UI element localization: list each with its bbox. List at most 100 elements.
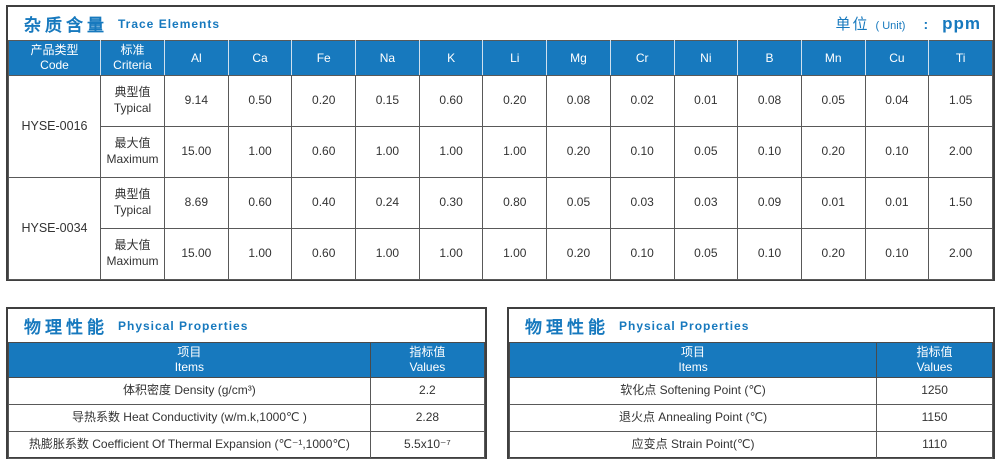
element-column-header: Cr bbox=[609, 40, 675, 76]
value-cell: 0.20 bbox=[482, 75, 548, 127]
values-header-en: Values bbox=[916, 360, 953, 374]
unit-label: 单位 ( Unit) : ppm bbox=[835, 13, 981, 34]
criteria-column-header: 标准 Criteria bbox=[100, 40, 165, 76]
values-header-en: Values bbox=[409, 360, 446, 374]
value-cell: 0.60 bbox=[418, 75, 484, 127]
value-cell: 0.20 bbox=[546, 228, 611, 280]
items-header-cn: 项目 bbox=[177, 345, 202, 359]
table-row-annealing-point: 退火点 Annealing Point (℃) 1150 bbox=[508, 404, 993, 432]
unit-label-cn: 单位 bbox=[835, 16, 870, 33]
value-cell: 0.02 bbox=[609, 75, 675, 127]
value-cell: 0.15 bbox=[355, 75, 420, 127]
element-column-header: Ca bbox=[227, 40, 293, 76]
value-cell: 0.01 bbox=[864, 177, 930, 229]
unit-colon: : bbox=[923, 16, 929, 32]
value-cell: 0.10 bbox=[737, 228, 802, 280]
value-cell: 0.04 bbox=[864, 75, 930, 127]
element-column-header: Al bbox=[164, 40, 229, 76]
value-cell: 0.10 bbox=[864, 126, 930, 178]
table-row-hyse0016-typical: HYSE-0016 典型值 Typical 9.14 0.50 0.20 0.15… bbox=[8, 75, 993, 178]
value-cell: 0.03 bbox=[609, 177, 675, 229]
value-cell: 0.05 bbox=[546, 177, 611, 229]
element-column-header: Li bbox=[482, 40, 548, 76]
item-cell: 导热系数 Heat Conductivity (w/m.k,1000℃ ) bbox=[8, 404, 371, 432]
item-cell: 热膨胀系数 Coefficient Of Thermal Expansion (… bbox=[8, 431, 371, 459]
value-cell: 8.69 bbox=[164, 177, 229, 229]
trace-title-bar: 杂质含量 Trace Elements 单位 ( Unit) : ppm bbox=[8, 7, 993, 40]
value-cell: 1.00 bbox=[227, 228, 293, 280]
code-column-header: 产品类型 Code bbox=[8, 40, 101, 76]
items-column-header: 项目 Items bbox=[8, 342, 371, 378]
value-cell: 0.20 bbox=[291, 75, 357, 127]
items-header-cn: 项目 bbox=[681, 345, 706, 359]
product-code: HYSE-0034 bbox=[8, 177, 101, 280]
value-cell: 1.00 bbox=[355, 228, 420, 280]
item-cell: 退火点 Annealing Point (℃) bbox=[508, 404, 878, 432]
trace-title-cn: 杂质含量 bbox=[24, 16, 108, 35]
value-cell: 2.00 bbox=[928, 228, 993, 280]
table-row-hyse0034-typical: HYSE-0034 典型值 Typical 8.69 0.60 0.40 0.24… bbox=[8, 177, 993, 280]
value-cell: 1.00 bbox=[418, 126, 484, 178]
criteria-cn: 最大值 bbox=[114, 238, 151, 253]
value-cell: 0.60 bbox=[291, 228, 357, 280]
element-column-header: Ti bbox=[928, 40, 993, 76]
element-column-header: Mn bbox=[800, 40, 866, 76]
value-cell: 1.00 bbox=[418, 228, 484, 280]
value-cell: 0.60 bbox=[291, 126, 357, 178]
value-cell: 0.05 bbox=[673, 126, 739, 178]
value-cell: 2.28 bbox=[369, 404, 486, 432]
criteria-cn: 最大值 bbox=[114, 136, 151, 151]
value-cell: 0.01 bbox=[673, 75, 739, 127]
value-cell: 1.00 bbox=[227, 126, 293, 178]
element-column-header: K bbox=[418, 40, 484, 76]
item-cell: 软化点 Softening Point (℃) bbox=[508, 377, 878, 405]
product-code: HYSE-0016 bbox=[8, 75, 101, 178]
value-cell: 0.50 bbox=[227, 75, 293, 127]
value-cell: 0.08 bbox=[546, 75, 611, 127]
table-row-hyse0034-maximum: 最大值 Maximum 15.00 1.00 0.60 1.00 1.00 1.0… bbox=[9, 228, 993, 280]
physical-properties-table-right: 项目 Items 指标值 Values 软化点 Softening Point (℃… bbox=[508, 342, 993, 459]
value-cell: 0.05 bbox=[800, 75, 866, 127]
value-cell: 0.80 bbox=[482, 177, 548, 229]
element-column-header: Ni bbox=[673, 40, 739, 76]
table-row-strain-point: 应变点 Strain Point(℃) 1110 bbox=[508, 431, 993, 459]
item-cell: 体积密度 Density (g/cm³) bbox=[8, 377, 371, 405]
value-cell: 1.00 bbox=[482, 126, 548, 178]
value-cell: 0.10 bbox=[609, 228, 675, 280]
value-cell: 0.10 bbox=[864, 228, 930, 280]
criteria-cn: 典型值 bbox=[114, 187, 151, 202]
physical-right-title-cn: 物理性能 bbox=[525, 318, 609, 337]
items-column-header: 项目 Items bbox=[508, 342, 878, 378]
trace-title-en: Trace Elements bbox=[118, 16, 221, 31]
value-cell: 15.00 bbox=[164, 126, 229, 178]
value-cell: 1.00 bbox=[355, 126, 420, 178]
physical-properties-panel-right: 物理性能 Physical Properties 项目 Items 指标值 Valu… bbox=[507, 307, 995, 459]
criteria-cell: 最大值 Maximum bbox=[100, 126, 165, 178]
physical-right-title-bar: 物理性能 Physical Properties bbox=[509, 309, 993, 342]
value-cell: 1.00 bbox=[482, 228, 548, 280]
values-header-cn: 指标值 bbox=[409, 345, 446, 359]
criteria-header-cn: 标准 bbox=[120, 43, 145, 57]
values-column-header: 指标值 Values bbox=[876, 342, 993, 378]
physical-right-title-en: Physical Properties bbox=[619, 318, 750, 333]
value-cell: 0.10 bbox=[609, 126, 675, 178]
criteria-header-en: Criteria bbox=[113, 58, 152, 72]
value-cell: 1.50 bbox=[928, 177, 993, 229]
value-cell: 1150 bbox=[876, 404, 993, 432]
element-column-header: Na bbox=[355, 40, 420, 76]
code-header-en: Code bbox=[40, 58, 69, 72]
trace-elements-panel: 杂质含量 Trace Elements 单位 ( Unit) : ppm 产品类… bbox=[6, 5, 995, 281]
physical-left-title-cn: 物理性能 bbox=[24, 318, 108, 337]
physical-right-header-row: 项目 Items 指标值 Values bbox=[508, 342, 993, 378]
value-cell: 0.20 bbox=[800, 126, 866, 178]
element-column-header: Cu bbox=[864, 40, 930, 76]
table-row-softening-point: 软化点 Softening Point (℃) 1250 bbox=[508, 377, 993, 405]
criteria-en: Maximum bbox=[106, 152, 159, 166]
criteria-cn: 典型值 bbox=[114, 85, 151, 100]
value-cell: 0.40 bbox=[291, 177, 357, 229]
criteria-en: Typical bbox=[113, 203, 152, 217]
value-cell: 5.5x10⁻⁷ bbox=[369, 431, 486, 459]
criteria-cell: 最大值 Maximum bbox=[100, 228, 165, 280]
unit-value: ppm bbox=[942, 14, 981, 33]
physical-properties-table-left: 项目 Items 指标值 Values 体积密度 Density (g/cm³) 2… bbox=[8, 342, 486, 459]
